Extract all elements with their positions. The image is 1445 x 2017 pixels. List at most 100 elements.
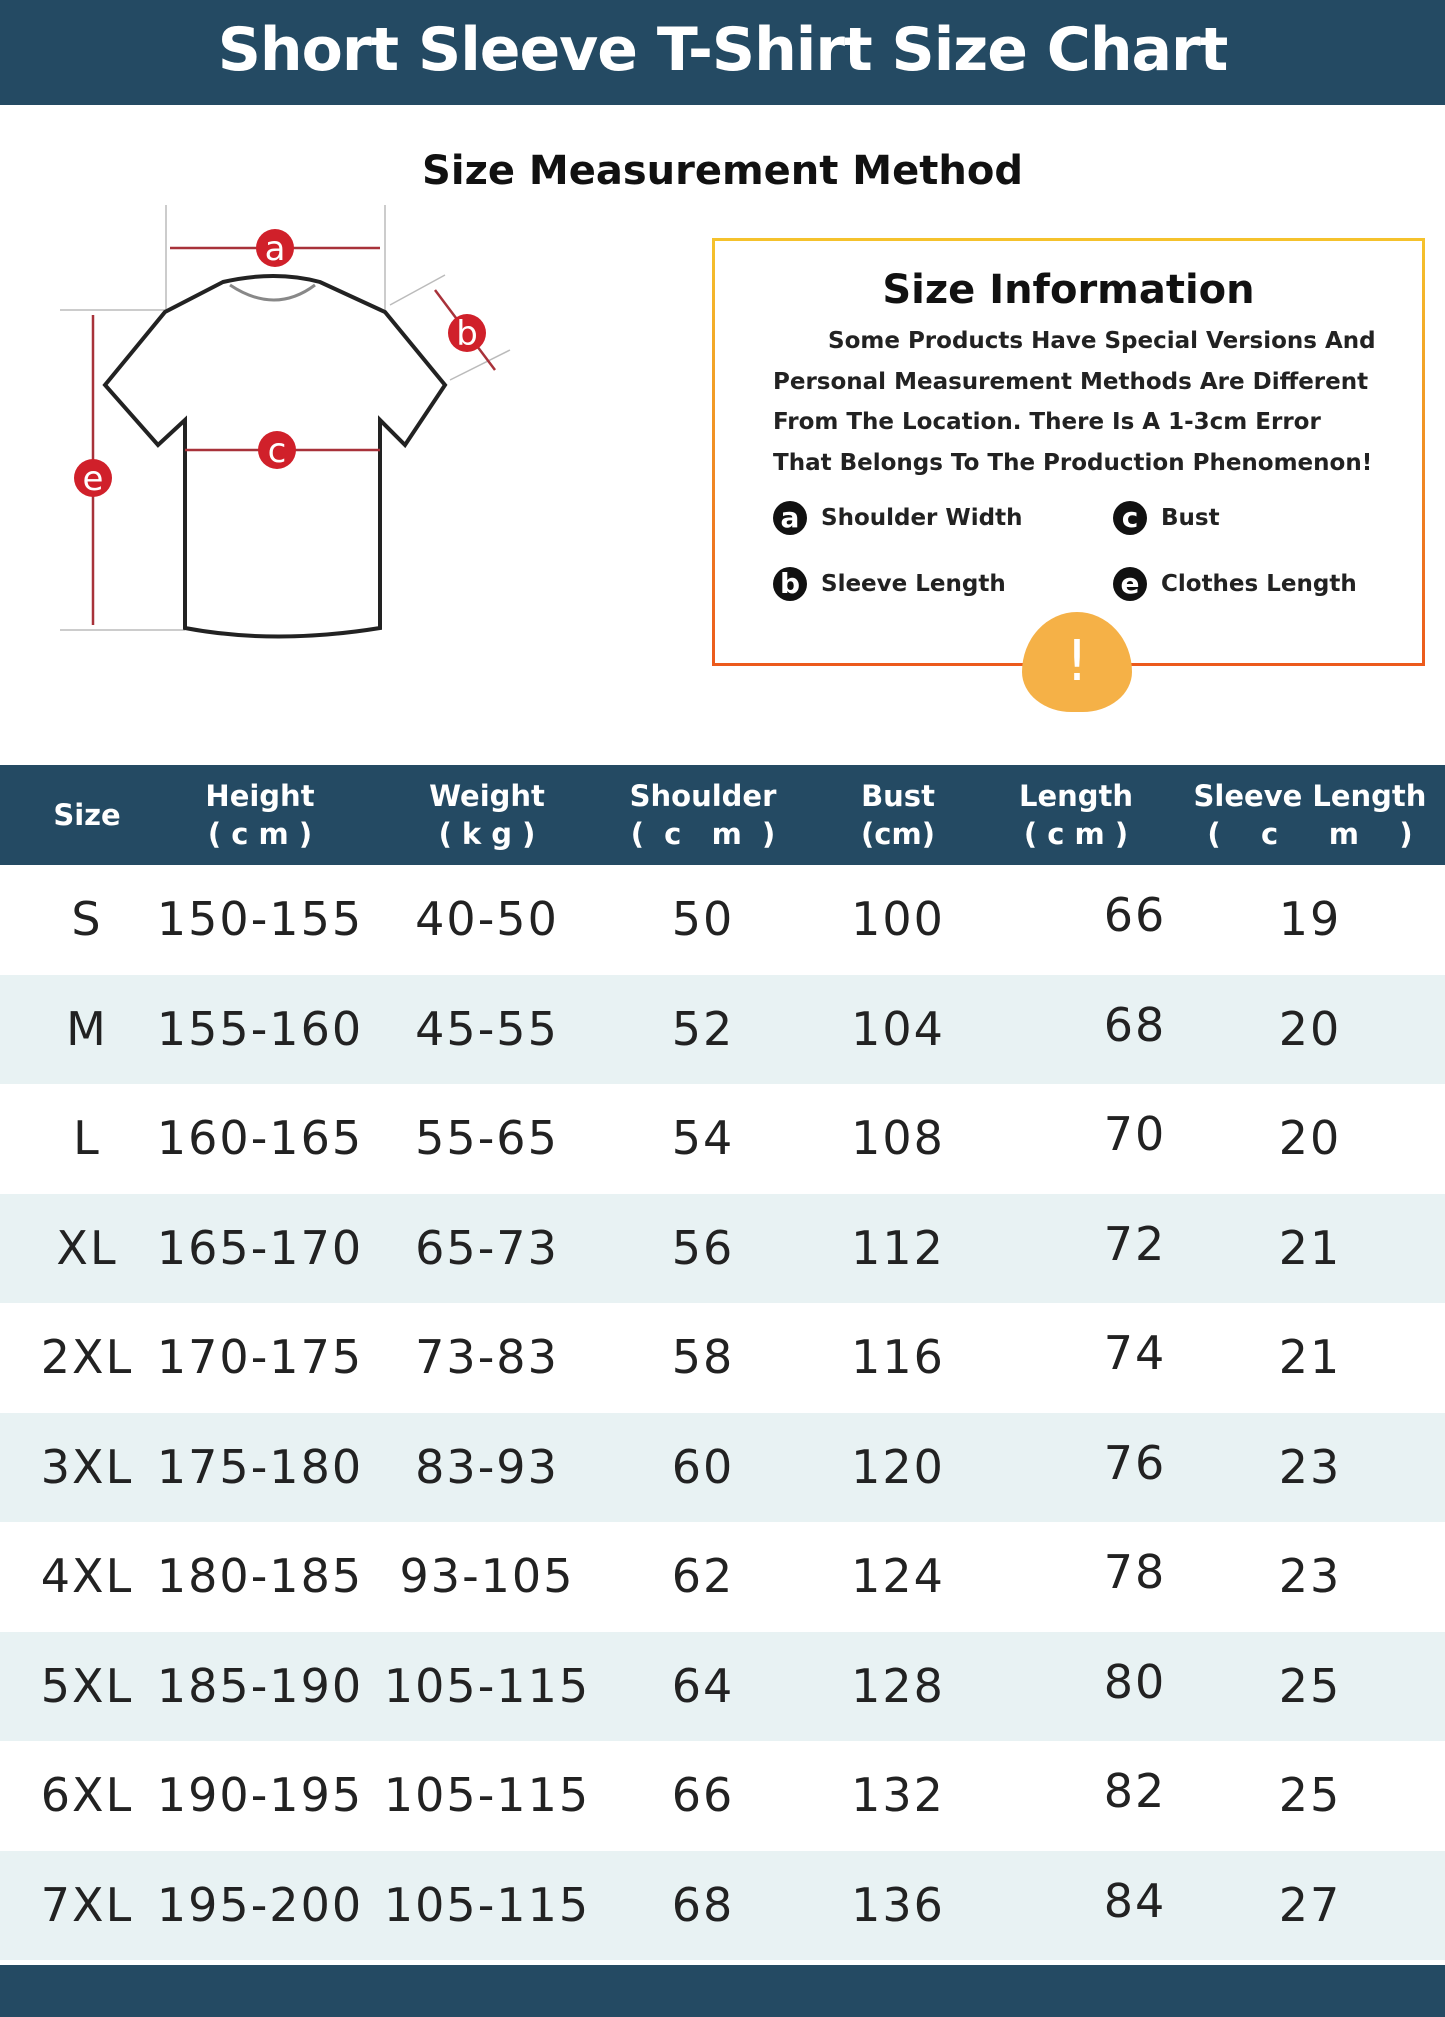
table-cell: 132: [851, 1768, 945, 1822]
column-header-text: (cm): [861, 817, 935, 851]
svg-text:e: e: [83, 459, 104, 499]
letter-a-icon: a: [773, 501, 807, 535]
table-cell: 62: [671, 1549, 735, 1603]
column-header-text: ( c m ): [630, 817, 776, 851]
legend-clothes-length: e Clothes Length: [1113, 567, 1357, 601]
column-header: Height ( c m ): [160, 765, 360, 865]
table-cell: 116: [851, 1330, 945, 1384]
column-header: Weight ( k g ): [387, 765, 587, 865]
table-cell: 155-160: [156, 1001, 364, 1056]
table-cell: 65-73: [415, 1220, 559, 1275]
table-row: S 150-155 40-50 50 100 66 19: [0, 865, 1445, 975]
measure-marker-e: e: [74, 459, 112, 499]
table-cell: M: [66, 1001, 108, 1056]
table-cell: 3XL: [40, 1439, 134, 1494]
tshirt-diagram: a b c e: [60, 205, 511, 639]
table-row: L 160-165 55-65 54 108 70 20: [0, 1084, 1445, 1194]
legend-shoulder-width: a Shoulder Width: [773, 501, 1023, 535]
measure-marker-a: a: [256, 229, 294, 269]
table-cell: 25: [1278, 1768, 1342, 1822]
column-header-text: Weight: [429, 779, 545, 813]
table-cell: 105-115: [383, 1768, 591, 1822]
table-header: Size Height ( c m ) Weight ( k g ) Shoulder ( …: [0, 765, 1445, 865]
column-header-text: Height: [205, 779, 315, 813]
svg-text:b: b: [456, 314, 478, 354]
table-cell: 68: [671, 1877, 735, 1932]
table-cell: 185-190: [156, 1658, 364, 1713]
table-cell: 112: [851, 1220, 945, 1275]
table-cell: 40-50: [415, 892, 559, 946]
table-cell: 100: [851, 892, 945, 946]
table-cell: 105-115: [383, 1877, 591, 1932]
table-cell: 124: [851, 1549, 945, 1603]
column-header: Size: [27, 765, 147, 865]
table-cell: 180-185: [156, 1549, 364, 1603]
table-cell: 52: [671, 1001, 735, 1056]
table-cell: 66: [671, 1768, 735, 1822]
table-cell: 54: [671, 1111, 735, 1165]
table-cell: 45-55: [415, 1001, 559, 1056]
column-header: Sleeve Length ( c m ): [1185, 765, 1435, 865]
letter-b-icon: b: [773, 567, 807, 601]
table-cell: 66: [1103, 888, 1167, 942]
table-cell: 6XL: [40, 1768, 134, 1822]
table-cell: 20: [1278, 1001, 1342, 1056]
table-row: 2XL 170-175 73-83 58 116 74 21: [0, 1303, 1445, 1413]
table-cell: 4XL: [40, 1549, 134, 1603]
measure-marker-b: b: [448, 314, 486, 354]
table-cell: 83-93: [415, 1439, 559, 1494]
table-cell: 56: [671, 1220, 735, 1275]
warning-icon[interactable]: !: [1022, 612, 1132, 712]
table-row: 4XL 180-185 93-105 62 124 78 23: [0, 1522, 1445, 1632]
measurement-method-heading: Size Measurement Method: [422, 148, 1023, 194]
column-header-text: Size: [53, 798, 121, 832]
table-cell: 25: [1278, 1658, 1342, 1713]
table-cell: XL: [56, 1220, 118, 1275]
table-cell: 23: [1278, 1439, 1342, 1494]
table-row: M 155-160 45-55 52 104 68 20: [0, 974, 1445, 1084]
column-header-text: Sleeve Length: [1193, 779, 1427, 813]
table-cell: 160-165: [156, 1111, 364, 1165]
column-header: Length ( c m ): [986, 765, 1166, 865]
table-row: 3XL 175-180 83-93 60 120 76 23: [0, 1412, 1445, 1522]
table-cell: 82: [1103, 1764, 1167, 1818]
table-cell: 70: [1103, 1107, 1167, 1161]
column-header-text: ( k g ): [438, 817, 536, 851]
size-information-title: Size Information: [882, 267, 1255, 313]
title-banner: Short Sleeve T-Shirt Size Chart: [0, 0, 1445, 105]
table-row: 5XL 185-190 105-115 64 128 80 25: [0, 1631, 1445, 1741]
legend-label: Clothes Length: [1161, 571, 1357, 597]
legend-label: Bust: [1161, 505, 1220, 531]
table-cell: 74: [1103, 1326, 1167, 1380]
table-cell: 93-105: [399, 1549, 575, 1603]
table-cell: 7XL: [40, 1877, 134, 1932]
table-cell: 175-180: [156, 1439, 364, 1494]
table-cell: 2XL: [40, 1330, 134, 1384]
size-information-text: Some Products Have Special Versions And …: [773, 328, 1376, 476]
legend-sleeve-length: b Sleeve Length: [773, 567, 1006, 601]
table-cell: 128: [851, 1658, 945, 1713]
table-cell: 105-115: [383, 1658, 591, 1713]
table-cell: 104: [851, 1001, 945, 1056]
table-row: 6XL 190-195 105-115 66 132 82 25: [0, 1741, 1445, 1851]
measure-marker-c: c: [258, 431, 296, 471]
table-cell: 21: [1278, 1330, 1342, 1384]
table-cell: 165-170: [156, 1220, 364, 1275]
table-row: 7XL 195-200 105-115 68 136 84 27: [0, 1850, 1445, 1960]
table-cell: 55-65: [415, 1111, 559, 1165]
table-cell: 73-83: [415, 1330, 559, 1384]
table-cell: 23: [1278, 1549, 1342, 1603]
svg-text:c: c: [268, 431, 287, 471]
legend-bust: c Bust: [1113, 501, 1220, 535]
table-cell: 170-175: [156, 1330, 364, 1384]
table-cell: 58: [671, 1330, 735, 1384]
svg-text:a: a: [265, 229, 286, 269]
table-cell: 72: [1103, 1216, 1167, 1271]
table-cell: 76: [1103, 1435, 1167, 1490]
table-cell: 120: [851, 1439, 945, 1494]
table-cell: L: [73, 1111, 101, 1165]
table-cell: S: [71, 892, 103, 946]
column-header-text: ( c m ): [207, 817, 313, 851]
letter-c-icon: c: [1113, 501, 1147, 535]
table-cell: 150-155: [156, 892, 364, 946]
